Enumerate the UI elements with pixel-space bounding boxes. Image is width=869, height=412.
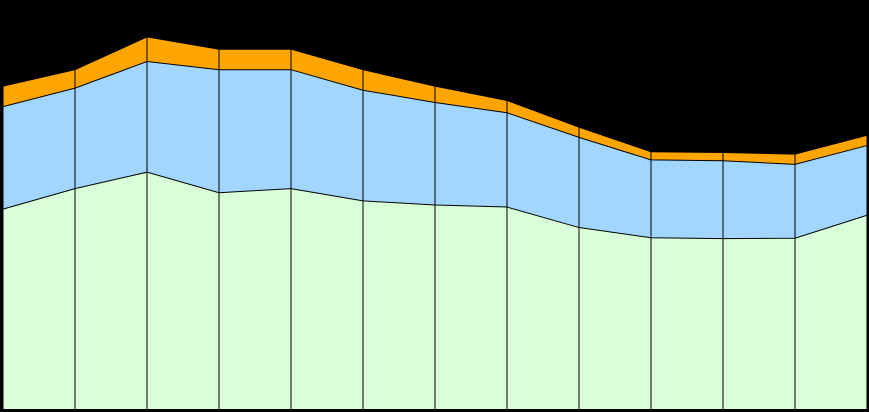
series-line-3 [2, 36, 868, 155]
vertical-gridlines [2, 36, 868, 410]
series-line-2 [2, 60, 868, 165]
series-outlines [2, 36, 868, 411]
series-line-1 [2, 171, 868, 240]
